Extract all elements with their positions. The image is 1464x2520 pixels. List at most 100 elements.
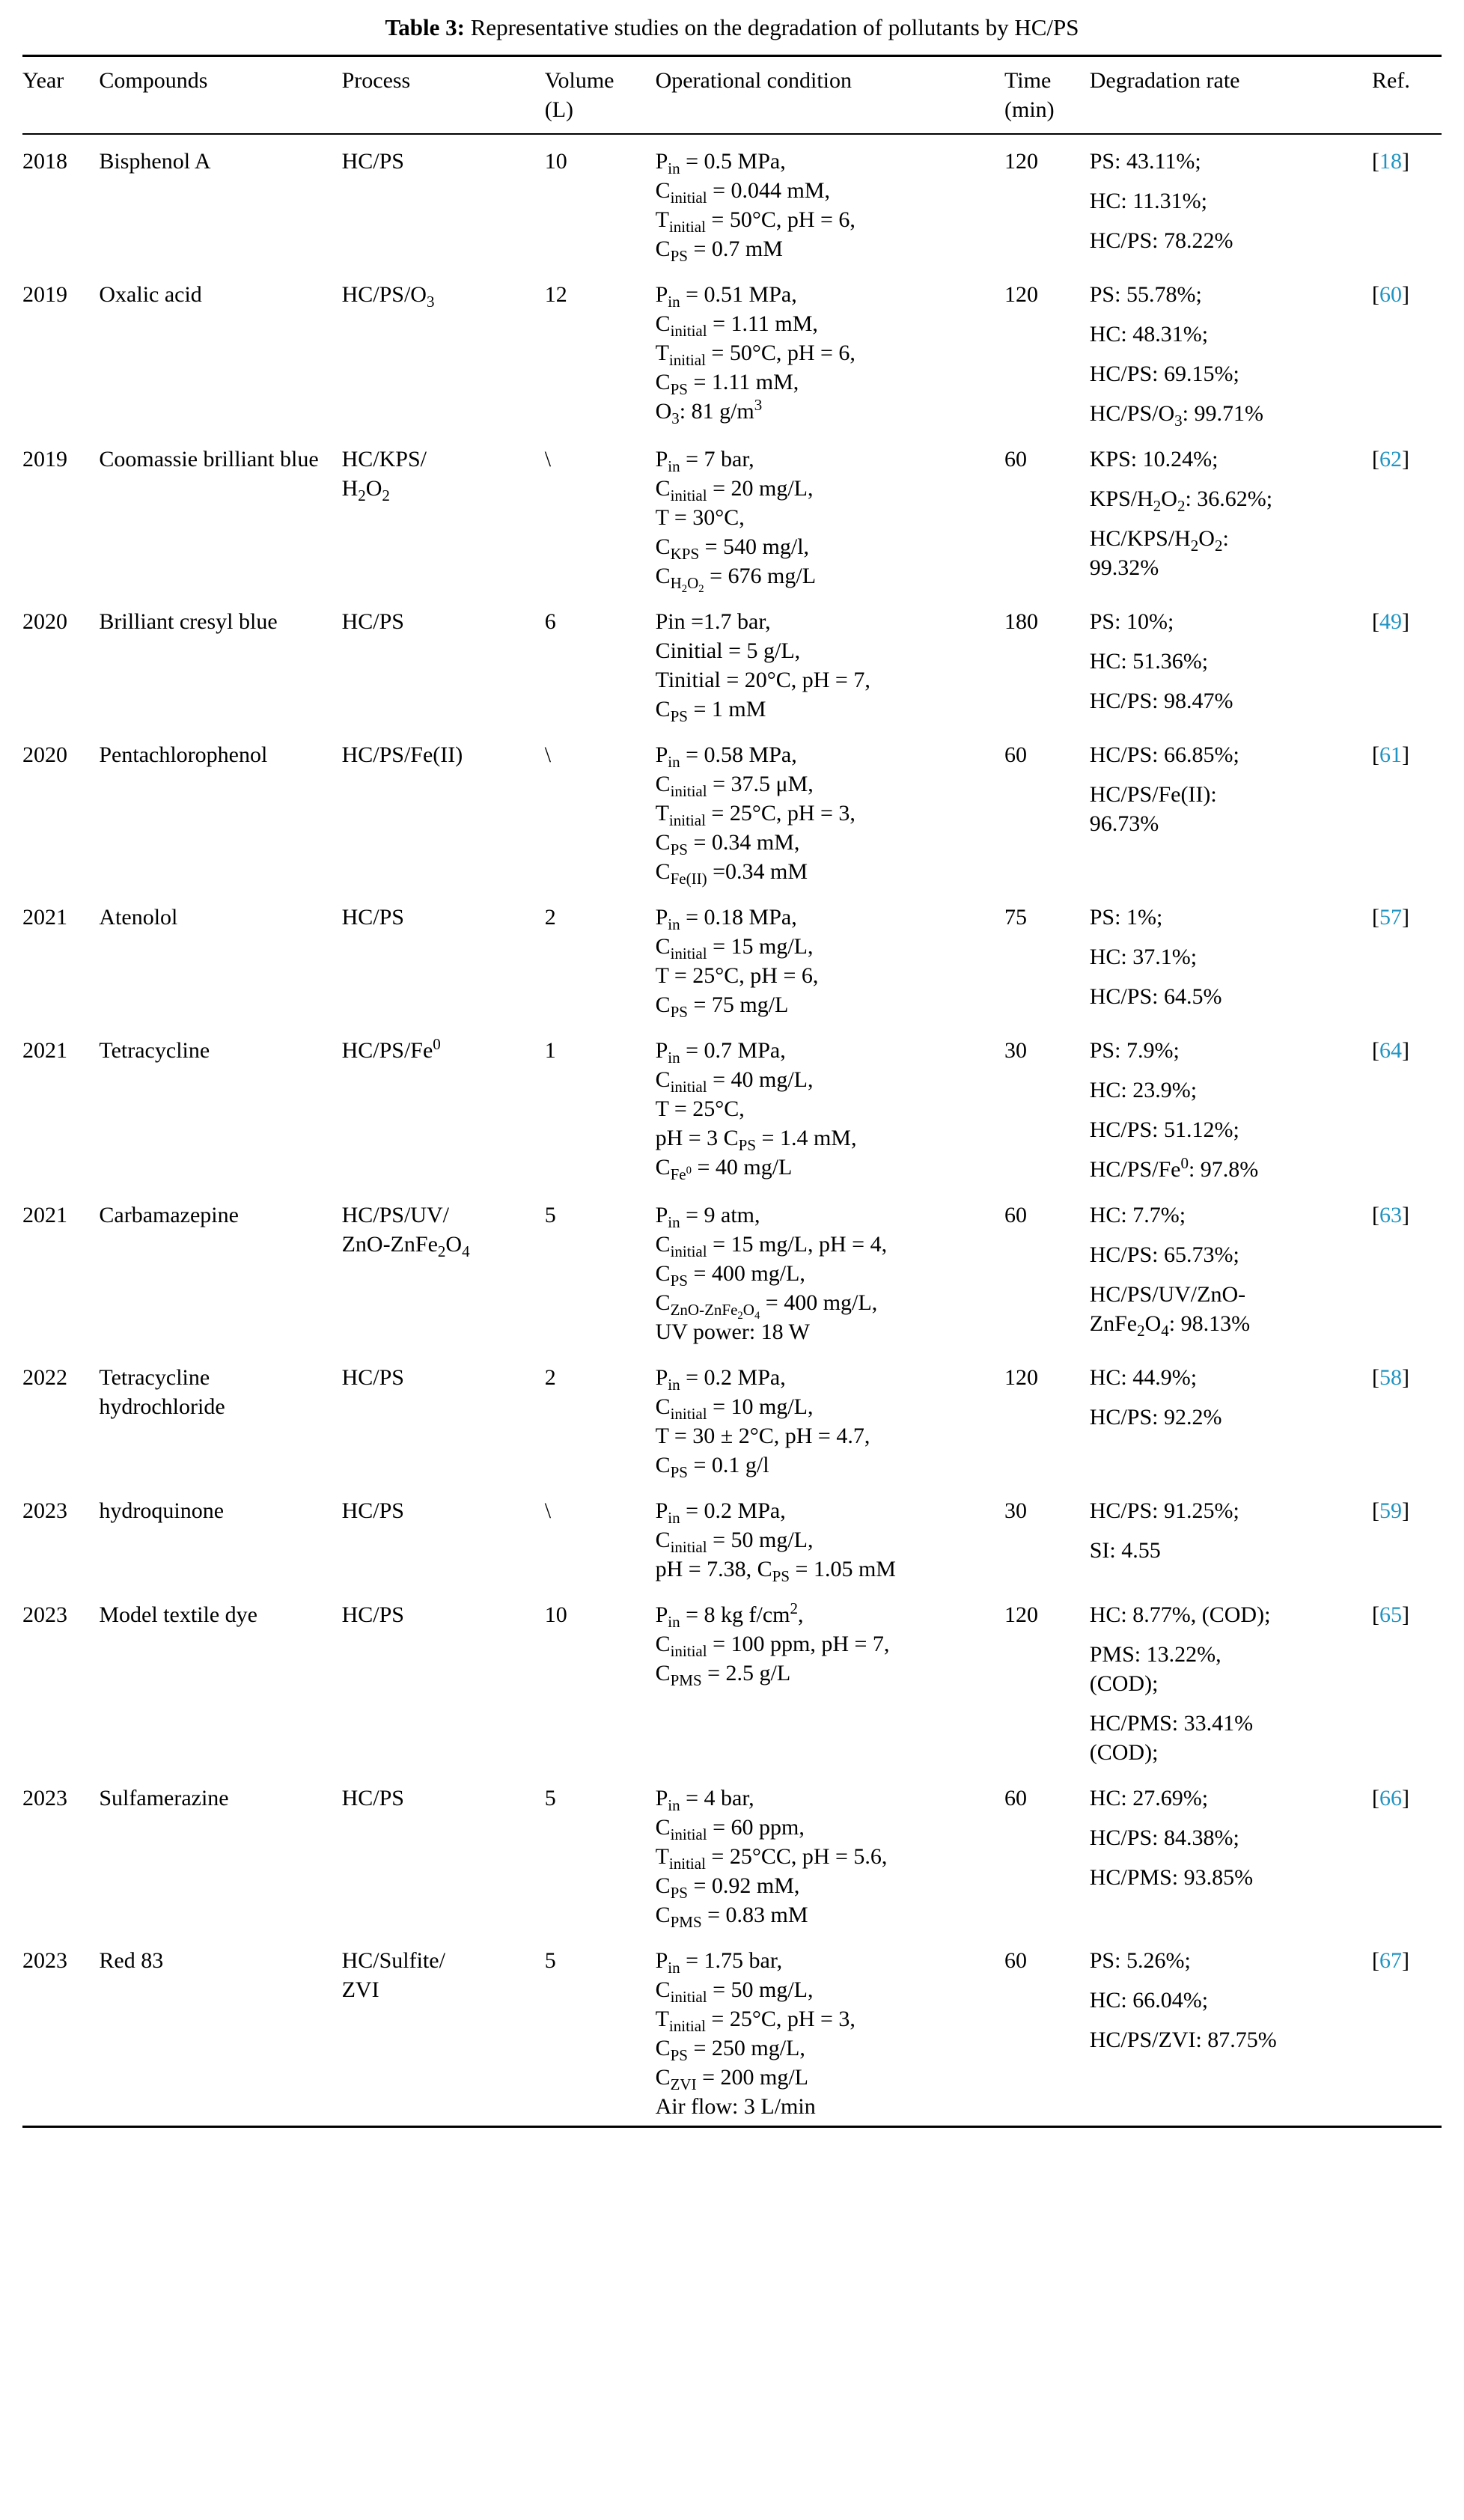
cell-process: HC/PS	[341, 904, 404, 930]
cell-ref: [67]	[1372, 1947, 1410, 1973]
table-row: 2023 Sulfamerazine HC/PS 5 Pin = 4 bar, Cinit…	[22, 1772, 1442, 1934]
cell-process: HC/PS	[341, 1602, 404, 1627]
column-header-year: Year	[22, 67, 64, 93]
cell-compounds: Oxalic acid	[99, 281, 202, 307]
cell-year: 2023	[22, 1785, 67, 1810]
cell-process: HC/PS/UV/ZnO-ZnFe2O4	[341, 1202, 470, 1260]
cell-ref: [64]	[1372, 1037, 1410, 1063]
cell-degradation-rate: HC: 7.7%; HC/PS: 65.73%; HC/PS/UV/ZnO- ZnFe…	[1090, 1189, 1372, 1351]
degradation-rate-item: PS: 7.9%;	[1089, 1037, 1180, 1063]
degradation-rate-item: HC/PMS: 93.85%	[1089, 1864, 1254, 1890]
degradation-rate-item: HC/KPS/H2O2: 99.32%	[1089, 525, 1229, 580]
citation-link[interactable]: 63	[1379, 1202, 1403, 1227]
cell-process: HC/PS/Fe0	[341, 1034, 441, 1063]
table-row: 2023 hydroquinone HC/PS \ Pin = 0.2 MPa, Cini…	[22, 1484, 1442, 1588]
cell-time: 30	[1004, 1037, 1027, 1063]
cell-process: HC/Sulfite/ZVI	[341, 1947, 445, 2002]
citation-link[interactable]: 18	[1379, 148, 1403, 174]
cell-operational-condition: Pin = 7 bar, Cinitial = 20 mg/L, T = 30°C,…	[655, 446, 817, 595]
degradation-rate-item: PS: 5.26%;	[1089, 1947, 1191, 1973]
citation-link[interactable]: 65	[1379, 1602, 1403, 1627]
table-row: 2019 Oxalic acid HC/PS/O3 12 Pin = 0.51 MPa,…	[22, 268, 1442, 433]
cell-year: 2023	[22, 1602, 67, 1627]
table-row: 2021 Atenolol HC/PS 2 Pin = 0.18 MPa, Cinitia…	[22, 891, 1442, 1024]
citation-link[interactable]: 59	[1379, 1498, 1403, 1523]
cell-degradation-rate: PS: 5.26%; HC: 66.04%; HC/PS/ZVI: 87.75%	[1090, 1934, 1372, 2127]
cell-volume: \	[544, 1498, 552, 1523]
cell-ref: [60]	[1372, 281, 1410, 307]
table-row: 2020 Pentachlorophenol HC/PS/Fe(II) \ Pin = …	[22, 728, 1442, 891]
cell-degradation-rate: HC: 44.9%; HC/PS: 92.2%	[1090, 1351, 1372, 1484]
citation-link[interactable]: 58	[1379, 1364, 1403, 1390]
citation-link[interactable]: 67	[1379, 1947, 1403, 1973]
citation-link[interactable]: 64	[1379, 1037, 1403, 1063]
cell-volume: 5	[544, 1947, 556, 1973]
degradation-rate-item: KPS: 10.24%;	[1089, 446, 1219, 472]
cell-time: 60	[1004, 742, 1027, 767]
citation-link[interactable]: 57	[1379, 904, 1403, 930]
column-header-condition: Operational condition	[655, 67, 853, 93]
cell-volume: 6	[544, 608, 556, 634]
column-header-process: Process	[341, 67, 411, 93]
degradation-rate-item: HC: 23.9%;	[1089, 1077, 1198, 1102]
table-row: 2020 Brilliant cresyl blue HC/PS 6 Pin =1.7 …	[22, 595, 1442, 728]
cell-year: 2023	[22, 1947, 67, 1973]
cell-degradation-rate: PS: 7.9%; HC: 23.9%; HC/PS: 51.12%; HC/PS/F…	[1090, 1024, 1372, 1189]
column-header-ref: Ref.	[1372, 67, 1410, 93]
degradation-rate-item: HC/PS: 65.73%;	[1089, 1242, 1239, 1267]
cell-volume: \	[544, 742, 552, 767]
cell-process: HC/PS	[341, 1785, 404, 1810]
degradation-rate-item: HC/PS: 51.12%;	[1089, 1117, 1239, 1142]
cell-operational-condition: Pin = 0.18 MPa, Cinitial = 15 mg/L, T = 25…	[655, 904, 819, 1021]
degradation-rate-item: PS: 1%;	[1089, 904, 1163, 930]
cell-ref: [49]	[1372, 608, 1410, 634]
cell-process: HC/PS	[341, 1498, 404, 1523]
citation-link[interactable]: 60	[1379, 281, 1403, 307]
table-header: Year Compounds Process Volume (L) Operationa…	[22, 55, 1442, 134]
citation-link[interactable]: 49	[1379, 608, 1403, 634]
cell-year: 2023	[22, 1498, 67, 1523]
cell-compounds: Atenolol	[99, 904, 178, 930]
degradation-rate-item: HC: 7.7%;	[1089, 1202, 1186, 1227]
cell-ref: [58]	[1372, 1364, 1410, 1390]
table-row: 2023 Model textile dye HC/PS 10 Pin = 8 kg f…	[22, 1588, 1442, 1772]
citation-link[interactable]: 66	[1379, 1785, 1403, 1810]
degradation-rate-item: HC/PS/O3: 99.71%	[1089, 400, 1263, 430]
cell-time: 60	[1004, 1202, 1027, 1227]
table-row: 2021 Carbamazepine HC/PS/UV/ZnO-ZnFe2O4 5 Pi…	[22, 1189, 1442, 1351]
degradation-rate-item: HC/PS/UV/ZnO- ZnFe2O4: 98.13%	[1089, 1281, 1251, 1340]
cell-compounds: Tetracycline	[99, 1037, 210, 1063]
citation-link[interactable]: 61	[1379, 742, 1403, 767]
cell-year: 2020	[22, 742, 67, 767]
column-header-volume: Volume (L)	[544, 67, 614, 122]
cell-process: HC/PS	[341, 148, 404, 174]
cell-volume: 2	[544, 904, 556, 930]
cell-degradation-rate: PS: 10%; HC: 51.36%; HC/PS: 98.47%	[1090, 595, 1372, 728]
degradation-rate-item: HC: 37.1%;	[1089, 944, 1198, 969]
cell-compounds: Pentachlorophenol	[99, 742, 268, 767]
column-header-compounds: Compounds	[99, 67, 208, 93]
column-header-rate: Degradation rate	[1089, 67, 1240, 93]
citation-link[interactable]: 62	[1379, 446, 1403, 472]
cell-time: 60	[1004, 446, 1027, 472]
cell-year: 2022	[22, 1364, 67, 1390]
cell-degradation-rate: HC: 27.69%; HC/PS: 84.38%; HC/PMS: 93.85%	[1090, 1772, 1372, 1934]
cell-time: 120	[1004, 148, 1038, 174]
studies-table: Year Compounds Process Volume (L) Operationa…	[22, 54, 1442, 2128]
column-header-time: Time (min)	[1004, 67, 1055, 122]
cell-operational-condition: Pin = 9 atm, Cinitial = 15 mg/L, pH = 4, C…	[655, 1202, 888, 1344]
table-caption: Table 3: Representative studies on the d…	[22, 13, 1442, 43]
cell-degradation-rate: HC/PS: 91.25%; SI: 4.55	[1090, 1484, 1372, 1588]
cell-ref: [63]	[1372, 1202, 1410, 1227]
table-body: 2018 Bisphenol A HC/PS 10 Pin = 0.5 MPa, Cini…	[22, 134, 1442, 2127]
degradation-rate-item: PS: 55.78%;	[1089, 281, 1202, 307]
cell-process: HC/PS/Fe(II)	[341, 742, 463, 767]
cell-degradation-rate: PS: 1%; HC: 37.1%; HC/PS: 64.5%	[1090, 891, 1372, 1024]
degradation-rate-item: HC/PS: 69.15%;	[1089, 361, 1239, 386]
cell-compounds: Tetracycline hydrochloride	[99, 1364, 225, 1419]
cell-degradation-rate: PS: 55.78%; HC: 48.31%; HC/PS: 69.15%; HC/P…	[1090, 268, 1372, 433]
cell-operational-condition: Pin = 8 kg f/cm2, Cinitial = 100 ppm, pH …	[655, 1599, 890, 1689]
cell-operational-condition: Pin =1.7 bar, Cinitial = 5 g/L, Tinitial =…	[655, 608, 870, 725]
cell-operational-condition: Pin = 1.75 bar, Cinitial = 50 mg/L, Tiniti…	[655, 1947, 855, 2119]
degradation-rate-item: HC: 51.36%;	[1089, 648, 1209, 674]
